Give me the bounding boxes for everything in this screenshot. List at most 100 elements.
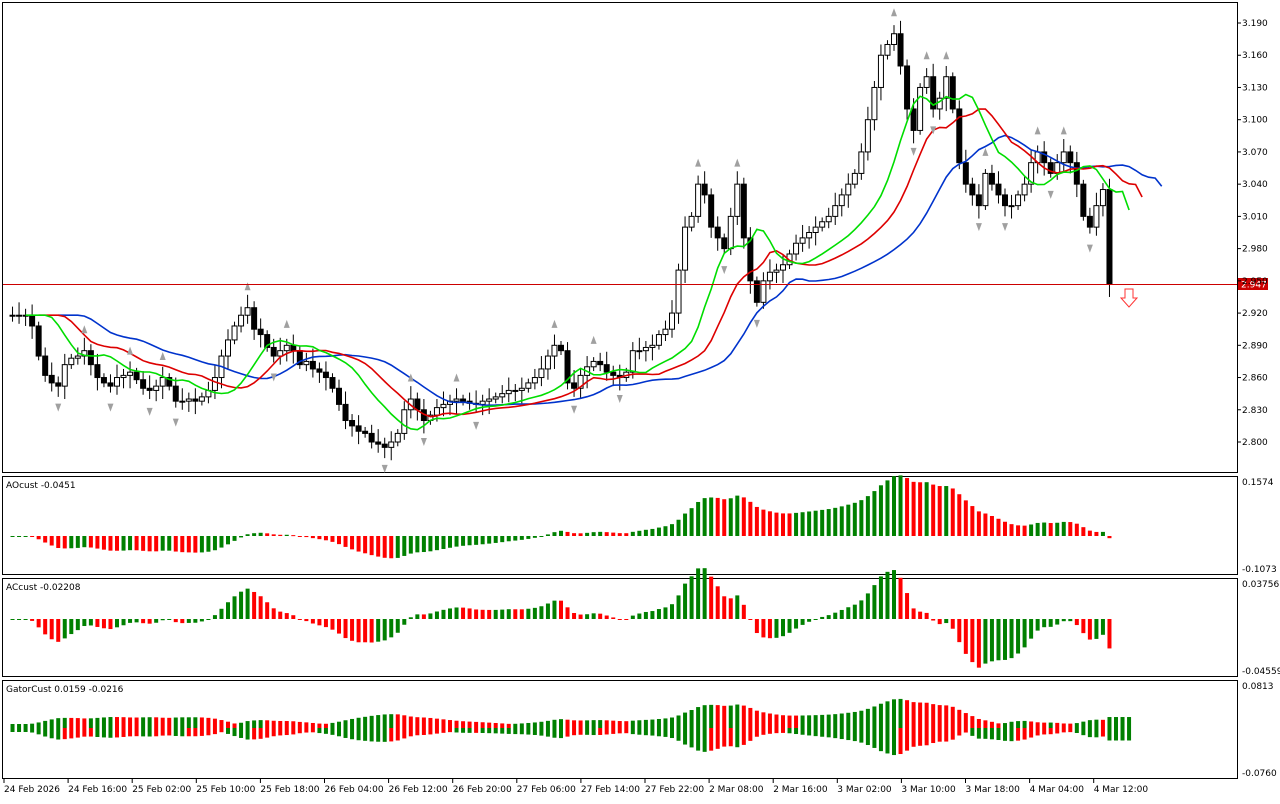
fractal-up-icon [982, 147, 989, 156]
ac-bar [245, 588, 250, 619]
gator-lower-bar [402, 728, 407, 739]
ac-bar [252, 591, 257, 619]
candle-body [133, 371, 140, 381]
gator-lower-bar [480, 728, 485, 733]
ao-bar [1003, 521, 1007, 536]
candle-body [910, 108, 917, 131]
gator-upper-bar [918, 702, 923, 728]
gator-lower-bar [735, 728, 740, 748]
ac-bar [989, 619, 994, 662]
gator-upper-bar [310, 722, 315, 728]
ac-bar [1100, 619, 1105, 635]
ac-bar [957, 619, 962, 643]
gator-lower-bar [1029, 728, 1034, 738]
gator-lower-bar [578, 728, 583, 735]
ao-bar [199, 536, 204, 553]
gator-upper-bar [878, 703, 883, 728]
gator-lower-bar [1042, 728, 1047, 735]
gator-lower-bar [1094, 728, 1099, 738]
gator-upper-bar [885, 701, 890, 728]
gator-lower-bar [363, 728, 368, 741]
ao-bar [480, 536, 485, 545]
ac-bar [807, 619, 812, 622]
gator-lower-bar [128, 728, 133, 737]
time-tick-label: 24 Feb 16:00 [68, 785, 127, 795]
gator-lower-bar [1087, 728, 1092, 738]
candle-body [114, 377, 120, 387]
gator-upper-bar [226, 721, 230, 728]
candle-body [1002, 194, 1008, 207]
gator-lower-bar [598, 728, 603, 735]
ac-bar [545, 603, 550, 619]
ac-bar [278, 611, 283, 619]
ac-bar [650, 611, 655, 619]
gator-upper-bar [996, 723, 1001, 728]
ac-bar [1016, 619, 1021, 654]
gator-upper-bar [781, 715, 785, 728]
ao-bar [62, 536, 67, 549]
ao-bar [754, 506, 759, 536]
ac-bar [839, 609, 844, 619]
candle-body [1047, 162, 1054, 174]
ao-bar [1022, 525, 1027, 536]
ao-bar [115, 536, 119, 551]
ac-bar [43, 619, 48, 635]
ac-bar [559, 600, 563, 619]
fractal-up-icon [1034, 126, 1041, 135]
gator-upper-bar [852, 711, 857, 728]
candle-body [538, 368, 545, 379]
ac-bar [23, 619, 28, 620]
candle-body [845, 183, 852, 196]
ac-bar [167, 619, 172, 620]
gator-lower-bar [604, 728, 609, 735]
gator-upper-bar [343, 720, 348, 728]
gator-upper-bar [794, 715, 799, 728]
candle-body [140, 379, 147, 389]
gator-upper-bar [147, 717, 152, 728]
ao-bar [323, 536, 328, 541]
gator-lower-bar [715, 728, 720, 749]
gator-lower-bar [630, 728, 635, 735]
ao-bar [578, 533, 583, 536]
ac-bar [500, 609, 505, 619]
ac-bar [539, 606, 544, 619]
gator-upper-bar [735, 704, 740, 728]
gator-upper-bar [154, 717, 159, 728]
gator-lower-bar [252, 728, 257, 740]
candle-body [225, 339, 231, 357]
gator-upper-bar [408, 716, 413, 728]
ao-bar [833, 507, 838, 536]
ac-max-label: 0.03756 [1242, 580, 1279, 590]
ac-bar [572, 613, 577, 619]
ac-bar [1042, 619, 1047, 628]
time-tick-label: 26 Feb 04:00 [325, 785, 384, 795]
gator-lower-bar [545, 728, 550, 737]
gator-upper-bar [1029, 721, 1034, 728]
gator-upper-bar [643, 719, 648, 728]
ao-bar [454, 536, 459, 547]
candle-body [1008, 205, 1015, 208]
gator-upper-bar [722, 705, 727, 728]
gator-lower-bar [1068, 728, 1073, 733]
gator-lower-bar [519, 728, 524, 735]
gator-upper-bar [826, 714, 831, 728]
gator-upper-bar [382, 714, 387, 728]
gator-upper-bar [337, 721, 341, 728]
candle-body [858, 151, 865, 174]
ao-bar [154, 536, 159, 552]
price-tick-label: 2.980 [1242, 245, 1268, 255]
ao-bar [846, 504, 851, 536]
time-tick-label: 2 Mar 08:00 [709, 785, 764, 795]
ao-bar [885, 480, 890, 536]
ac-bar [310, 619, 315, 624]
gator-lower-bar [23, 728, 28, 732]
ac-bar [676, 595, 681, 619]
ao-bar [794, 512, 799, 536]
ac-panel[interactable] [2, 578, 1238, 677]
gator-upper-bar [1094, 719, 1099, 728]
candle-body [153, 385, 160, 391]
gator-lower-bar [539, 728, 544, 736]
ac-bar [95, 619, 100, 627]
fractal-up-icon [943, 51, 950, 60]
